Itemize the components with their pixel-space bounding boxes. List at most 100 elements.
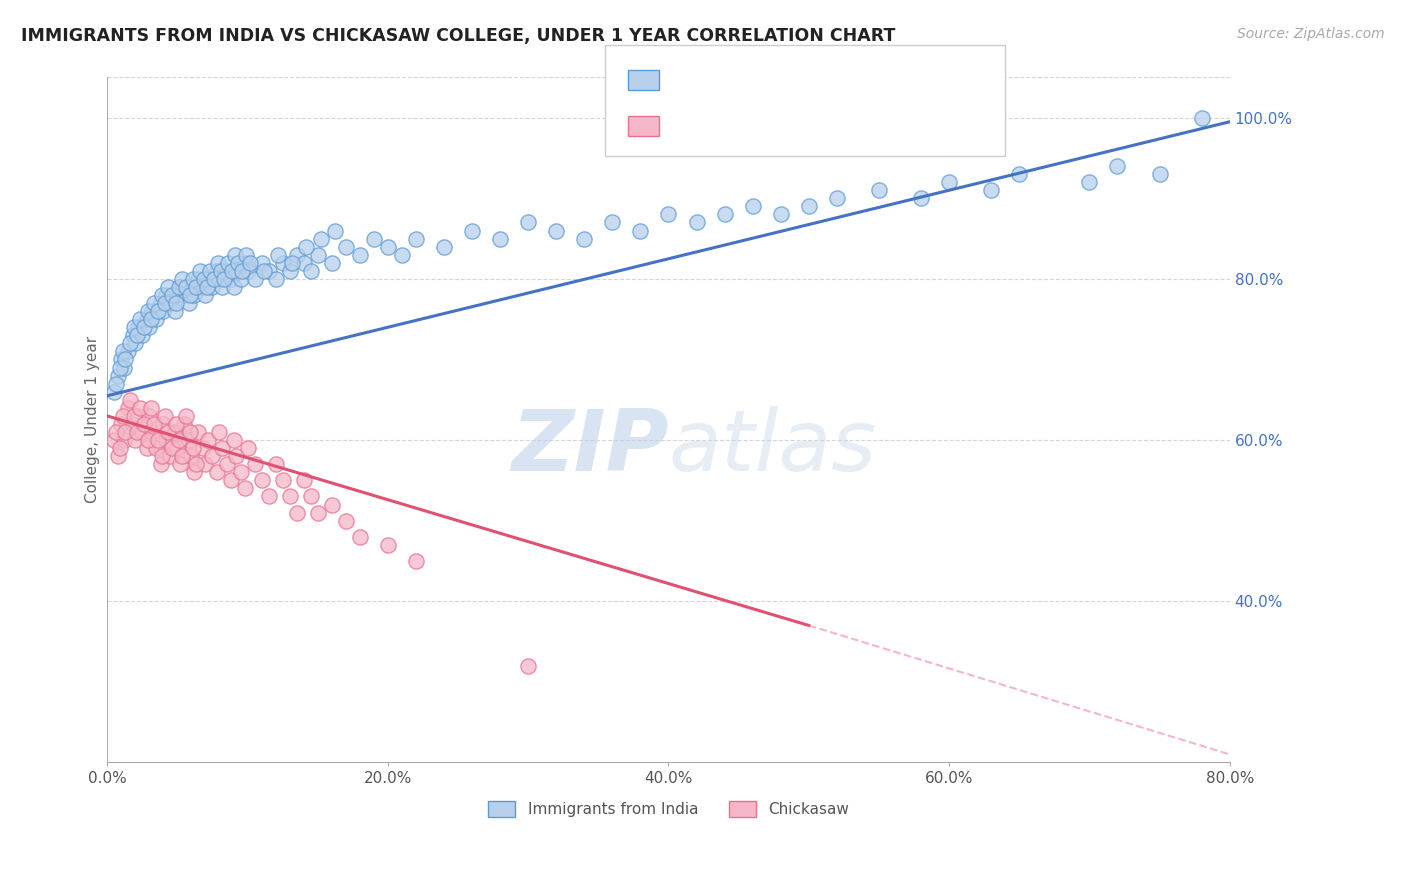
Point: [125, 328, 148, 343]
Point: [517, 658, 540, 673]
Point: [174, 409, 197, 423]
Point: [221, 264, 243, 278]
Point: [103, 433, 125, 447]
Point: [278, 490, 301, 504]
Point: [179, 425, 201, 439]
Point: [235, 248, 257, 262]
Point: [155, 433, 177, 447]
Point: [155, 288, 177, 302]
Point: [136, 433, 159, 447]
Text: ZIP: ZIP: [510, 406, 668, 489]
Point: [118, 336, 141, 351]
Point: [208, 425, 231, 439]
Point: [131, 328, 153, 343]
Point: [264, 272, 287, 286]
Point: [198, 264, 221, 278]
Point: [363, 232, 385, 246]
Point: [132, 320, 155, 334]
Point: [181, 272, 204, 286]
Point: [391, 248, 413, 262]
Point: [489, 232, 512, 246]
Point: [108, 441, 131, 455]
Point: [208, 272, 231, 286]
Point: [136, 304, 159, 318]
Point: [169, 280, 191, 294]
Point: [222, 280, 245, 294]
Point: [517, 215, 540, 229]
Point: [173, 417, 195, 431]
Point: [153, 296, 176, 310]
Point: [229, 466, 252, 480]
Point: [159, 449, 181, 463]
Point: [181, 441, 204, 455]
Point: [257, 264, 280, 278]
Point: [299, 264, 322, 278]
Point: [321, 498, 343, 512]
Point: [212, 272, 235, 286]
Point: [110, 352, 132, 367]
Point: [197, 272, 219, 286]
Point: [202, 272, 225, 286]
Point: [215, 457, 238, 471]
Point: [225, 449, 247, 463]
Point: [307, 506, 329, 520]
Point: [323, 223, 346, 237]
Point: [461, 223, 484, 237]
Point: [1191, 111, 1213, 125]
Point: [145, 441, 167, 455]
Point: [191, 441, 214, 455]
Point: [183, 466, 205, 480]
Point: [201, 449, 224, 463]
Point: [377, 240, 399, 254]
Point: [307, 248, 329, 262]
Point: [149, 296, 172, 310]
Point: [197, 433, 219, 447]
Point: [128, 401, 150, 415]
Point: [117, 401, 139, 415]
Point: [138, 320, 160, 334]
Point: [180, 280, 202, 294]
Point: [209, 264, 232, 278]
Point: [114, 352, 136, 367]
Point: [205, 264, 228, 278]
Point: [141, 304, 163, 318]
Point: [1149, 167, 1171, 181]
Point: [150, 288, 173, 302]
Point: [184, 280, 207, 294]
Point: [219, 474, 242, 488]
Point: [121, 417, 143, 431]
Point: [177, 433, 200, 447]
Point: [124, 433, 146, 447]
Point: [797, 199, 820, 213]
Point: [211, 441, 233, 455]
Point: [292, 474, 315, 488]
Point: [121, 328, 143, 343]
Point: [138, 409, 160, 423]
Point: [335, 514, 357, 528]
Point: [118, 392, 141, 407]
Point: [142, 296, 165, 310]
Point: [250, 256, 273, 270]
Point: [285, 248, 308, 262]
Point: [104, 425, 127, 439]
Point: [165, 417, 187, 431]
Point: [174, 280, 197, 294]
Point: [127, 409, 149, 423]
Point: [111, 344, 134, 359]
Point: [713, 207, 735, 221]
Point: [180, 449, 202, 463]
Text: R =: R =: [682, 119, 710, 134]
Point: [225, 264, 247, 278]
Point: [1107, 159, 1129, 173]
Point: [309, 232, 332, 246]
Point: [184, 457, 207, 471]
Text: -0.395: -0.395: [731, 119, 786, 134]
Point: [110, 417, 132, 431]
Text: atlas: atlas: [668, 406, 876, 489]
Point: [1078, 175, 1101, 189]
Point: [201, 280, 224, 294]
Point: [278, 264, 301, 278]
Point: [159, 296, 181, 310]
Point: [135, 312, 157, 326]
Point: [122, 320, 145, 334]
